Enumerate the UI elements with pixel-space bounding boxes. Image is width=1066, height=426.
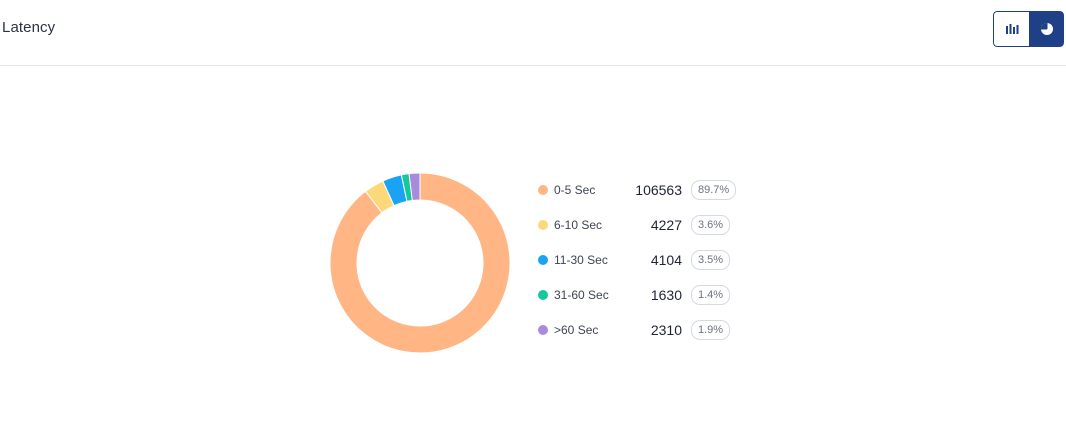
latency-donut-chart — [329, 172, 511, 354]
pie-chart-icon — [1040, 23, 1053, 35]
chart-legend: 0-5 Sec 106563 89.7% 6-10 Sec 4227 3.6% 11-30 … — [536, 173, 756, 348]
legend-label: 0-5 Sec — [554, 183, 596, 197]
legend-dot — [538, 325, 548, 335]
legend-percent-badge: 1.9% — [691, 320, 731, 340]
legend-label: 11-30 Sec — [554, 253, 608, 267]
legend-label: 6-10 Sec — [554, 218, 603, 232]
legend-item-0-5-sec[interactable]: 0-5 Sec 106563 89.7% — [536, 173, 756, 208]
legend-percent-badge: 1.4% — [691, 285, 731, 305]
legend-item-31-60-sec[interactable]: 31-60 Sec 1630 1.4% — [536, 278, 756, 313]
donut-slice-over-60-sec[interactable] — [408, 172, 421, 202]
legend-item-11-30-sec[interactable]: 11-30 Sec 4104 3.5% — [536, 243, 756, 278]
legend-dot — [538, 290, 548, 300]
legend-item-over-60-sec[interactable]: >60 Sec 2310 1.9% — [536, 313, 756, 348]
pie-chart-button[interactable] — [1029, 11, 1064, 47]
legend-value: 1630 — [650, 287, 682, 303]
legend-label: >60 Sec — [554, 323, 599, 337]
bar-chart-icon — [1005, 24, 1018, 34]
legend-percent-badge: 3.5% — [691, 250, 731, 270]
legend-value: 4227 — [650, 217, 682, 233]
legend-dot — [538, 220, 548, 230]
legend-dot — [538, 255, 548, 265]
donut-slice-0-5-sec[interactable] — [329, 172, 511, 354]
legend-value: 106563 — [635, 182, 682, 198]
bar-chart-button[interactable] — [993, 11, 1029, 47]
chart-type-toggle — [993, 11, 1064, 47]
legend-item-6-10-sec[interactable]: 6-10 Sec 4227 3.6% — [536, 208, 756, 243]
legend-percent-badge: 3.6% — [691, 215, 731, 235]
legend-percent-badge: 89.7% — [691, 180, 737, 200]
page-title: Latency — [2, 19, 56, 36]
legend-label: 31-60 Sec — [554, 288, 609, 302]
legend-value: 4104 — [650, 252, 682, 268]
legend-value: 2310 — [650, 322, 682, 338]
legend-dot — [538, 185, 548, 195]
panel-header: Latency — [0, 0, 1066, 66]
